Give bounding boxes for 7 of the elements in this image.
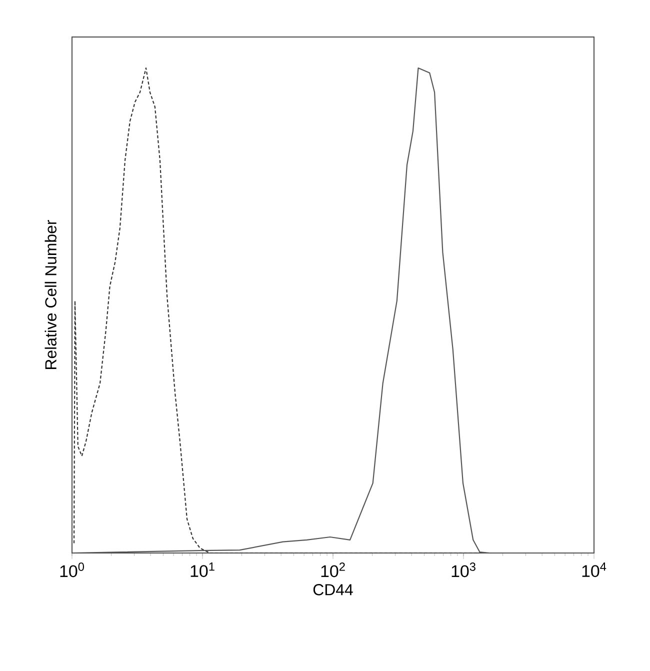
x-tick-label: 10$^{1}$ [190,562,214,578]
x-axis-title: CD44 [313,584,353,596]
x-tick-label: 10$^{2}$ [321,562,345,578]
x-tick-label: 10$^{0}$ [60,562,84,578]
x-tick-label: 10$^{4}$ [582,562,606,578]
y-axis-title: Relative Cell Number [44,220,56,369]
x-tick-label: 10$^{3}$ [452,562,476,578]
